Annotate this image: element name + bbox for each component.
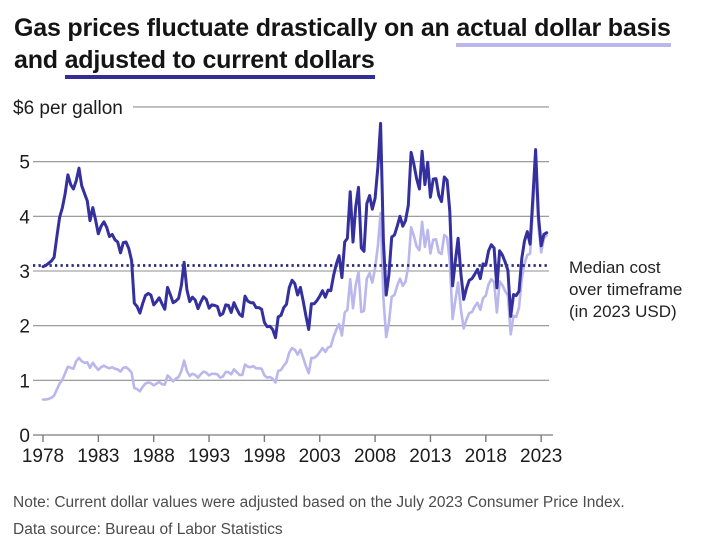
chart-title: Gas prices fluctuate drastically on an a… [14,12,690,79]
top-axis-label: $6 per gallon [13,98,123,119]
y-tick-label: 4 [19,207,30,228]
title-segment-plain-1: Gas prices fluctuate drastically on an [14,14,457,42]
median-annotation: Median cost over timeframe (in 2023 USD) [569,257,709,323]
x-tick-label: 2008 [354,446,396,467]
x-tick-label: 2013 [409,446,451,467]
x-tick-label: 1978 [22,446,64,467]
title-segment-actual-dollar-basis: actual dollar basis [456,14,671,47]
title-segment-adjusted-dollars: adjusted to current dollars [64,46,375,79]
y-tick-label: 5 [19,153,30,174]
y-tick-label: 1 [19,371,30,392]
x-tick-label: 1988 [133,446,175,467]
x-tick-label: 1998 [243,446,285,467]
note-text: Note: Current dollar values were adjuste… [13,494,625,511]
title-segment-plain-2: and [14,46,65,74]
source-text: Data source: Bureau of Labor Statistics [13,520,283,538]
x-tick-label: 1993 [188,446,230,467]
actual-dollars-line [41,163,549,401]
y-tick-label: 2 [19,317,30,338]
y-tick-label: 3 [19,262,30,283]
x-tick-label: 1983 [77,446,119,467]
gas-price-chart: $6 per gallon 0 1 2 3 4 5 1978 1983 1988 1993 1998 2… [13,98,562,467]
adjusted-dollars-line [41,121,549,340]
y-tick-label: 0 [19,426,30,447]
median-annotation-line-2: over timeframe [569,280,683,299]
median-annotation-line-3: (in 2023 USD) [569,302,677,321]
x-tick-label: 2023 [520,446,562,467]
chart-footer: Note: Current dollar values were adjuste… [13,490,713,543]
median-annotation-line-1: Median cost [569,258,661,277]
x-tick-label: 2003 [299,446,341,467]
x-tick-label: 2018 [465,446,507,467]
